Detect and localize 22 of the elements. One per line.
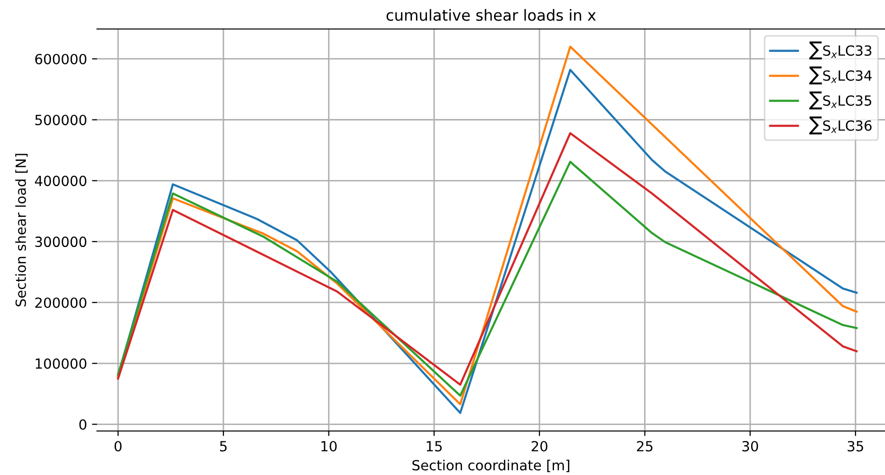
chart-title: cumulative shear loads in x [386,9,596,21]
legend-label: ∑S$_{x}$LC35 [809,92,872,110]
x-tick-label: 0 [114,440,122,452]
legend-label: ∑S$_{x}$LC33 [809,42,872,60]
y-axis-title: Section shear load [N] [15,154,28,306]
x-tick-label: 5 [220,441,227,452]
x-tick-label: 30 [742,440,758,452]
legend-label: ∑S$_{x}$LC36 [809,116,872,134]
x-tick-label: 20 [532,440,548,452]
x-tick-label: 15 [426,441,442,452]
y-tick-label: 300000 [35,236,86,248]
y-tick-label: 400000 [34,176,86,186]
x-axis-title: Section coordinate [m] [412,460,570,472]
y-tick-label: 500000 [35,114,86,126]
y-tick-label: 600000 [35,54,86,64]
y-tick-label: 200000 [35,297,86,308]
x-tick-label: 25 [636,440,652,452]
x-tick-label: 35 [848,440,864,452]
legend-label: ∑S$_{x}$LC34 [809,66,872,84]
x-tick-label: 10 [321,440,337,452]
y-tick-label: 100000 [36,358,86,369]
y-tick-label: 0 [79,419,86,430]
